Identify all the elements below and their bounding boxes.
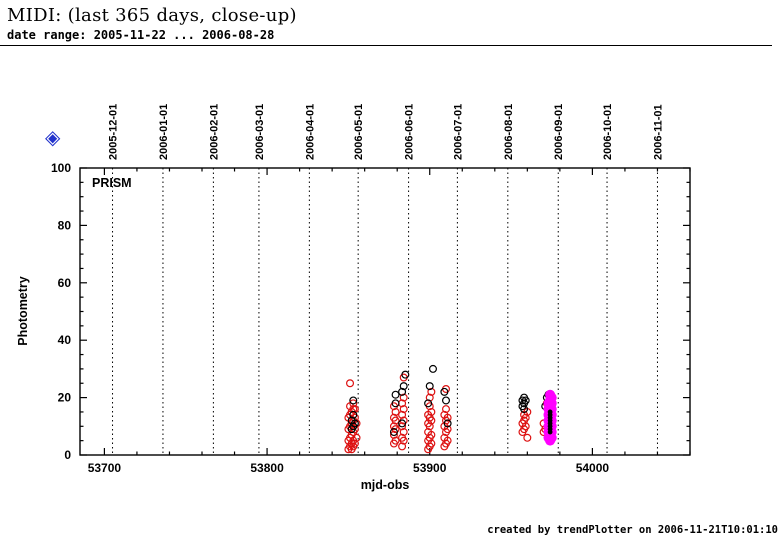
page-title: MIDI: (last 365 days, close-up) (7, 5, 297, 26)
point-red-open (399, 436, 408, 445)
point-red-open (427, 407, 436, 416)
point-red-open (391, 407, 400, 416)
point-black-open (349, 396, 358, 405)
header-divider (0, 45, 772, 46)
month-label: 2006-03-01 (254, 104, 266, 160)
month-label: 2006-04-01 (304, 104, 316, 160)
plot-frame (79, 167, 691, 456)
point-black-open (391, 390, 400, 399)
point-black-open (399, 382, 408, 391)
plot-generated-layer: 2005-12-01 2006-01-01 2006-02-01 2006-03-01… (51, 104, 691, 475)
point-black-open (442, 396, 451, 405)
y-tick-label: 60 (58, 276, 72, 290)
point-black-open (443, 419, 452, 428)
x-tick-label: 53900 (413, 461, 447, 475)
point-black-open (424, 399, 433, 408)
y-tick-label: 0 (64, 448, 71, 462)
point-red-open (399, 393, 408, 402)
y-tick-label: 40 (58, 333, 72, 347)
point-black-open (398, 387, 407, 396)
month-label: 2006-06-01 (404, 104, 416, 160)
credit-text: created by trendPlotter on 2006-11-21T10… (487, 524, 778, 536)
point-red-open (352, 433, 361, 442)
point-red-open (350, 405, 359, 414)
point-red-open (391, 416, 400, 425)
date-range: date range: 2005-11-22 ... 2006-08-28 (7, 28, 275, 42)
point-black-filled (547, 409, 553, 415)
point-black-open (428, 364, 437, 373)
point-red-open (427, 387, 436, 396)
diamond-link-icon[interactable]: ◈ (45, 125, 61, 149)
month-label: 2006-05-01 (353, 104, 365, 160)
point-black-open (521, 396, 530, 405)
point-red-open (425, 393, 434, 402)
point-black-open (520, 405, 529, 414)
point-black-open (391, 399, 400, 408)
point-black-open (425, 382, 434, 391)
point-red-open (398, 410, 407, 419)
point-magenta-filled (546, 392, 557, 403)
point-black-open (389, 428, 398, 437)
point-red-open (349, 399, 358, 408)
point-red-open (425, 422, 434, 431)
point-black-open (398, 419, 407, 428)
point-black-open (401, 370, 410, 379)
point-red-open (521, 413, 530, 422)
plot-inside-label: PRISM (92, 176, 132, 190)
month-label: 2006-08-01 (503, 104, 515, 160)
point-red-open (443, 436, 452, 445)
point-red-open (442, 405, 451, 414)
point-red-open (523, 433, 532, 442)
point-red-open (398, 442, 407, 451)
point-red-open (346, 379, 355, 388)
point-red-open (399, 428, 408, 437)
point-red-open (427, 430, 436, 439)
x-tick-label: 53700 (88, 461, 122, 475)
point-red-open (427, 439, 436, 448)
month-label: 2005-12-01 (108, 104, 120, 160)
month-label: 2006-11-01 (652, 104, 664, 160)
point-black-open (440, 387, 449, 396)
point-red-open (521, 422, 530, 431)
point-red-open (399, 405, 408, 414)
point-red-open (427, 416, 436, 425)
point-red-open (443, 425, 452, 434)
y-tick-label: 80 (58, 218, 72, 232)
point-red-open (391, 436, 400, 445)
point-red-open (398, 422, 407, 431)
point-black-open (350, 419, 359, 428)
y-axis-title: Photometry (16, 276, 30, 346)
x-axis-title: mjd-obs (361, 478, 410, 492)
month-label: 2006-02-01 (208, 104, 220, 160)
point-red-open (443, 413, 452, 422)
y-tick-label: 20 (58, 391, 72, 405)
month-label: 2006-01-01 (158, 104, 170, 160)
point-red-open (389, 430, 398, 439)
month-label: 2006-09-01 (553, 104, 565, 160)
x-tick-label: 53800 (250, 461, 284, 475)
point-black-open (349, 410, 358, 419)
month-label: 2006-10-01 (602, 104, 614, 160)
x-tick-label: 54000 (576, 461, 610, 475)
month-label: 2006-07-01 (452, 104, 464, 160)
y-tick-label: 100 (51, 161, 71, 175)
point-red-open (350, 439, 359, 448)
